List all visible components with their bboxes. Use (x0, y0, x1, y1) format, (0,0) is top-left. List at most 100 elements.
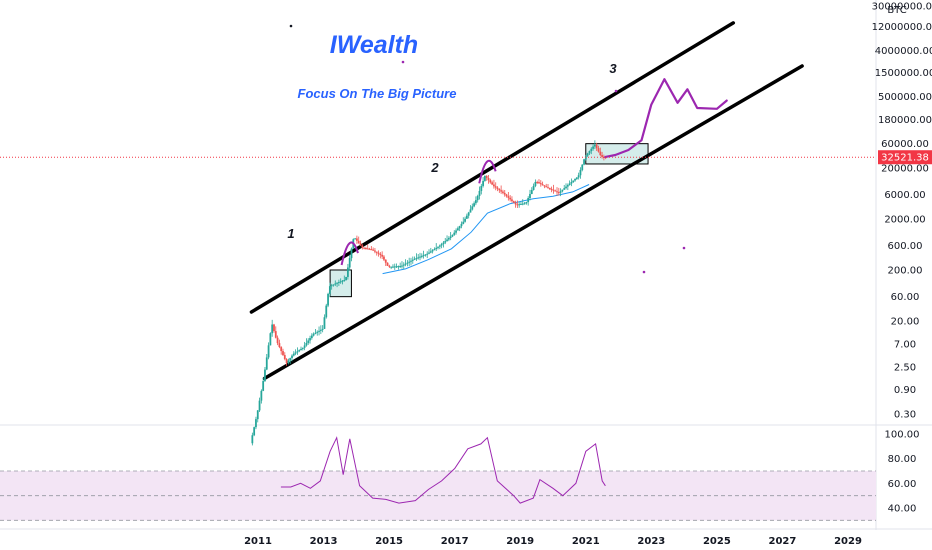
candle (424, 254, 427, 256)
candle (388, 265, 391, 267)
candle (509, 197, 512, 200)
candle (273, 324, 275, 332)
currency-label: BTC (887, 5, 906, 16)
candle (534, 181, 537, 186)
candle (530, 189, 533, 194)
candle (559, 191, 562, 193)
peak-arc (478, 159, 497, 184)
rsi-axis-tick: 100.00 (885, 430, 920, 441)
time-axis-tick: 2015 (375, 536, 403, 547)
price-axis-tick: 12000000.00 (872, 22, 932, 33)
candle (357, 240, 360, 244)
candle (556, 191, 558, 193)
candle (291, 355, 293, 359)
last-price-badge (878, 150, 932, 165)
candle (543, 185, 546, 187)
candle (498, 188, 501, 191)
candle (307, 340, 310, 343)
candle (485, 175, 488, 179)
rsi-axis-tick: 40.00 (888, 504, 917, 515)
price-axis: 30000000.00 12000000.00 4000000.00 1500000.… (872, 2, 932, 421)
candle (547, 187, 549, 189)
candle (397, 266, 400, 268)
candle (381, 254, 384, 257)
candle (597, 148, 600, 152)
candle (332, 284, 335, 286)
candle (595, 144, 598, 149)
candle (554, 190, 557, 192)
candle (478, 190, 481, 196)
candle (422, 255, 425, 257)
candle (566, 185, 569, 187)
candle (399, 266, 402, 268)
candle (500, 190, 503, 192)
candle (565, 186, 567, 189)
candle (593, 144, 596, 147)
chart-title: IWealth (330, 31, 418, 59)
price-axis-tick: 1500000.00 (875, 68, 932, 79)
candle (350, 248, 353, 259)
price-axis-tick: 4000000.00 (875, 46, 932, 57)
candle (583, 159, 585, 165)
price-axis-tick: 60.00 (891, 292, 920, 303)
candle (345, 276, 347, 281)
rsi-axis-tick: 60.00 (888, 479, 917, 490)
candle (312, 333, 315, 336)
candle (592, 146, 594, 149)
candle (411, 259, 414, 261)
candle (536, 181, 539, 183)
price-axis-tick: 500000.00 (878, 92, 932, 103)
candles (251, 140, 607, 446)
candle (538, 182, 540, 184)
candle (446, 239, 448, 242)
candle (310, 335, 313, 339)
candle (325, 305, 328, 318)
candle (572, 180, 575, 183)
candle (303, 345, 306, 348)
rsi-axis: 100.00 80.00 60.00 40.00 (885, 430, 920, 515)
candle (354, 238, 357, 240)
price-channel (249, 21, 804, 381)
marker-dot (682, 246, 686, 250)
candle (444, 241, 447, 243)
rsi-line (280, 436, 606, 504)
candle (440, 244, 443, 246)
candle (282, 351, 284, 356)
candle (548, 188, 551, 190)
time-axis-tick: 2013 (310, 536, 338, 547)
candle (334, 283, 337, 285)
candle (494, 186, 497, 188)
candle (255, 419, 257, 428)
marker-dot (401, 60, 405, 64)
candle (458, 226, 461, 229)
candle (435, 247, 438, 250)
time-axis: 2011 2013 2015 2017 2019 2021 2023 2025 2027 2029 (244, 536, 862, 547)
candle (507, 196, 510, 198)
candle (314, 332, 317, 334)
candle (512, 201, 515, 203)
candle (298, 350, 301, 352)
candle (368, 248, 371, 250)
candle (294, 352, 297, 354)
candle (374, 250, 376, 252)
candle (561, 189, 564, 192)
candle (552, 189, 555, 191)
candle (467, 212, 470, 216)
price-axis-tick: 6000.00 (884, 190, 925, 201)
candle (462, 221, 465, 224)
candle (419, 256, 421, 258)
rsi-series-line (280, 436, 606, 504)
price-axis-tick: 60000.00 (881, 139, 929, 150)
moving-average-line (382, 184, 590, 275)
candle (550, 188, 553, 190)
candle (447, 238, 450, 240)
candle (465, 215, 468, 219)
candle (393, 266, 396, 268)
candle (278, 343, 281, 348)
candle (480, 185, 483, 191)
candle (527, 197, 530, 203)
candle (386, 262, 389, 266)
price-axis-tick: 30000000.00 (872, 2, 932, 13)
candle (415, 258, 418, 260)
